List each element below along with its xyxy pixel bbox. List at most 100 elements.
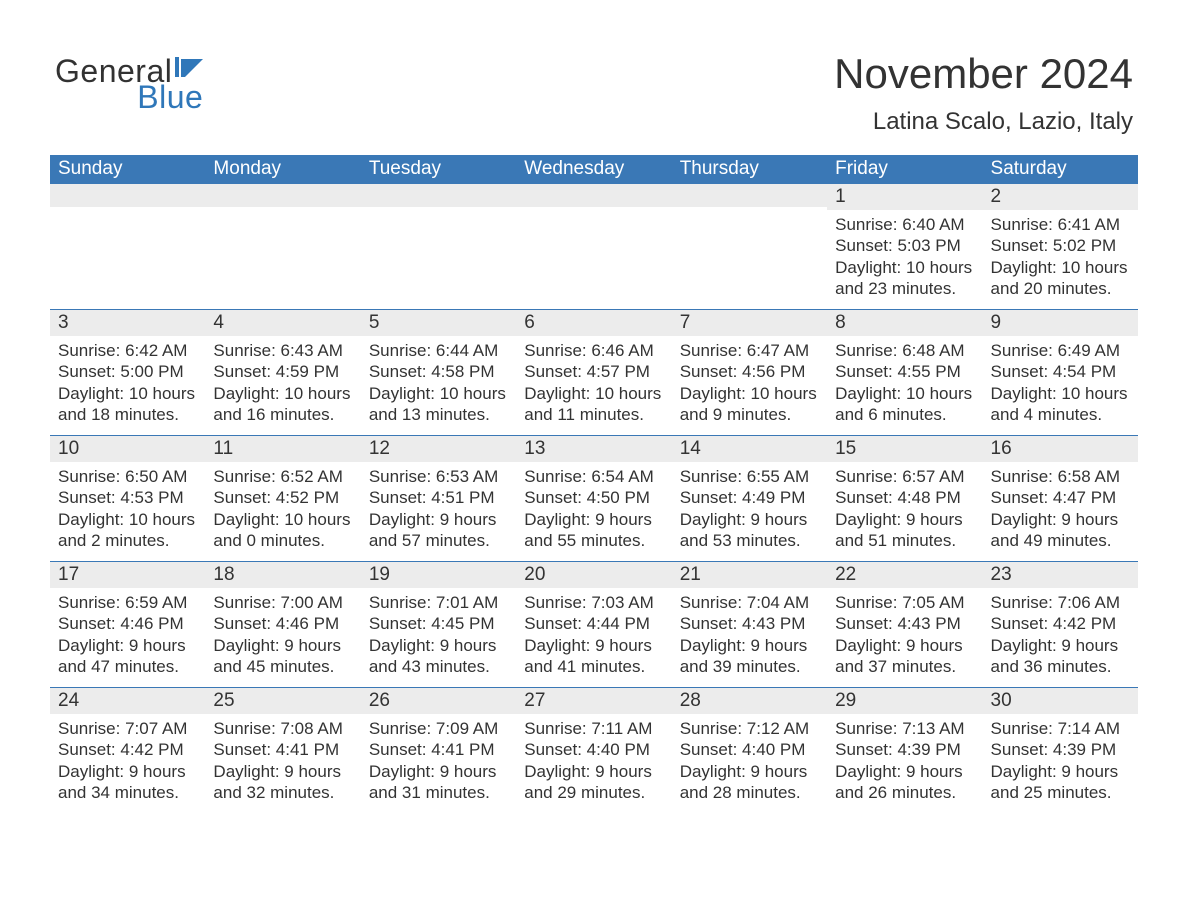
day-number: 4: [205, 310, 360, 336]
day-cell: [361, 184, 516, 309]
daylight-line: Daylight: 9 hours and 34 minutes.: [58, 761, 197, 804]
day-cell: 17Sunrise: 6:59 AMSunset: 4:46 PMDayligh…: [50, 562, 205, 687]
sunrise-line: Sunrise: 7:05 AM: [835, 592, 974, 613]
sunset-line: Sunset: 4:46 PM: [58, 613, 197, 634]
daylight-line: Daylight: 9 hours and 29 minutes.: [524, 761, 663, 804]
sunset-line: Sunset: 4:50 PM: [524, 487, 663, 508]
sunset-line: Sunset: 4:42 PM: [991, 613, 1130, 634]
weeks-container: 1Sunrise: 6:40 AMSunset: 5:03 PMDaylight…: [50, 184, 1138, 813]
day-number: 20: [516, 562, 671, 588]
weekday-header: Saturday: [983, 155, 1138, 184]
day-cell: 20Sunrise: 7:03 AMSunset: 4:44 PMDayligh…: [516, 562, 671, 687]
day-cell: 13Sunrise: 6:54 AMSunset: 4:50 PMDayligh…: [516, 436, 671, 561]
month-title: November 2024: [834, 50, 1133, 98]
day-number: 27: [516, 688, 671, 714]
day-cell: 19Sunrise: 7:01 AMSunset: 4:45 PMDayligh…: [361, 562, 516, 687]
day-number: 11: [205, 436, 360, 462]
sunrise-line: Sunrise: 6:47 AM: [680, 340, 819, 361]
day-number: 23: [983, 562, 1138, 588]
day-details: Sunrise: 7:05 AMSunset: 4:43 PMDaylight:…: [827, 588, 982, 677]
sunrise-line: Sunrise: 6:49 AM: [991, 340, 1130, 361]
day-number: [672, 184, 827, 207]
day-cell: 6Sunrise: 6:46 AMSunset: 4:57 PMDaylight…: [516, 310, 671, 435]
calendar-page: General Blue November 2024 Latina Scalo,…: [0, 0, 1188, 918]
daylight-line: Daylight: 10 hours and 4 minutes.: [991, 383, 1130, 426]
daylight-line: Daylight: 9 hours and 53 minutes.: [680, 509, 819, 552]
day-cell: 26Sunrise: 7:09 AMSunset: 4:41 PMDayligh…: [361, 688, 516, 813]
daylight-line: Daylight: 9 hours and 28 minutes.: [680, 761, 819, 804]
sunset-line: Sunset: 4:58 PM: [369, 361, 508, 382]
day-cell: 23 Sunrise: 7:06 AMSunset: 4:42 PMDayligh…: [983, 562, 1138, 687]
weekday-header: Friday: [827, 155, 982, 184]
sunset-line: Sunset: 4:49 PM: [680, 487, 819, 508]
day-details: Sunrise: 7:11 AMSunset: 4:40 PMDaylight:…: [516, 714, 671, 803]
day-details: Sunrise: 7:09 AMSunset: 4:41 PMDaylight:…: [361, 714, 516, 803]
sunrise-line: Sunrise: 7:09 AM: [369, 718, 508, 739]
day-cell: [672, 184, 827, 309]
day-number: 30: [983, 688, 1138, 714]
weekday-header: Tuesday: [361, 155, 516, 184]
daylight-line: Daylight: 9 hours and 36 minutes.: [991, 635, 1130, 678]
sunrise-line: Sunrise: 7:06 AM: [991, 592, 1130, 613]
daylight-line: Daylight: 9 hours and 32 minutes.: [213, 761, 352, 804]
day-number: 24: [50, 688, 205, 714]
sunrise-line: Sunrise: 6:58 AM: [991, 466, 1130, 487]
day-cell: 9Sunrise: 6:49 AMSunset: 4:54 PMDaylight…: [983, 310, 1138, 435]
sunset-line: Sunset: 5:00 PM: [58, 361, 197, 382]
location-subtitle: Latina Scalo, Lazio, Italy: [834, 108, 1133, 136]
day-details: Sunrise: 6:46 AMSunset: 4:57 PMDaylight:…: [516, 336, 671, 425]
daylight-line: Daylight: 9 hours and 47 minutes.: [58, 635, 197, 678]
daylight-line: Daylight: 10 hours and 18 minutes.: [58, 383, 197, 426]
sunset-line: Sunset: 4:52 PM: [213, 487, 352, 508]
day-number: 13: [516, 436, 671, 462]
day-details: Sunrise: 7:03 AMSunset: 4:44 PMDaylight:…: [516, 588, 671, 677]
day-number: 22: [827, 562, 982, 588]
sunrise-line: Sunrise: 7:13 AM: [835, 718, 974, 739]
sunset-line: Sunset: 4:40 PM: [524, 739, 663, 760]
day-details: Sunrise: 6:52 AMSunset: 4:52 PMDaylight:…: [205, 462, 360, 551]
sunrise-line: Sunrise: 6:40 AM: [835, 214, 974, 235]
day-details: Sunrise: 7:13 AMSunset: 4:39 PMDaylight:…: [827, 714, 982, 803]
sunset-line: Sunset: 4:39 PM: [835, 739, 974, 760]
day-details: Sunrise: 7:08 AMSunset: 4:41 PMDaylight:…: [205, 714, 360, 803]
day-number: 18: [205, 562, 360, 588]
sunrise-line: Sunrise: 6:53 AM: [369, 466, 508, 487]
sunset-line: Sunset: 4:51 PM: [369, 487, 508, 508]
sunrise-line: Sunrise: 6:50 AM: [58, 466, 197, 487]
flag-icon: [175, 57, 203, 81]
day-details: Sunrise: 7:00 AMSunset: 4:46 PMDaylight:…: [205, 588, 360, 677]
daylight-line: Daylight: 9 hours and 31 minutes.: [369, 761, 508, 804]
day-number: 28: [672, 688, 827, 714]
daylight-line: Daylight: 10 hours and 16 minutes.: [213, 383, 352, 426]
sunset-line: Sunset: 4:41 PM: [213, 739, 352, 760]
daylight-line: Daylight: 9 hours and 25 minutes.: [991, 761, 1130, 804]
day-details: Sunrise: 6:59 AMSunset: 4:46 PMDaylight:…: [50, 588, 205, 677]
sunrise-line: Sunrise: 7:00 AM: [213, 592, 352, 613]
sunset-line: Sunset: 4:57 PM: [524, 361, 663, 382]
sunset-line: Sunset: 4:43 PM: [835, 613, 974, 634]
day-cell: 10Sunrise: 6:50 AMSunset: 4:53 PMDayligh…: [50, 436, 205, 561]
daylight-line: Daylight: 10 hours and 2 minutes.: [58, 509, 197, 552]
week-row: 1Sunrise: 6:40 AMSunset: 5:03 PMDaylight…: [50, 184, 1138, 309]
sunrise-line: Sunrise: 7:12 AM: [680, 718, 819, 739]
day-number: 12: [361, 436, 516, 462]
sunset-line: Sunset: 4:46 PM: [213, 613, 352, 634]
sunrise-line: Sunrise: 6:55 AM: [680, 466, 819, 487]
sunrise-line: Sunrise: 6:52 AM: [213, 466, 352, 487]
day-number: 15: [827, 436, 982, 462]
day-number: [516, 184, 671, 207]
day-cell: 1Sunrise: 6:40 AMSunset: 5:03 PMDaylight…: [827, 184, 982, 309]
daylight-line: Daylight: 9 hours and 55 minutes.: [524, 509, 663, 552]
daylight-line: Daylight: 10 hours and 13 minutes.: [369, 383, 508, 426]
weekday-header: Wednesday: [516, 155, 671, 184]
day-number: [361, 184, 516, 207]
day-details: Sunrise: 6:49 AMSunset: 4:54 PMDaylight:…: [983, 336, 1138, 425]
sunset-line: Sunset: 4:55 PM: [835, 361, 974, 382]
daylight-line: Daylight: 9 hours and 49 minutes.: [991, 509, 1130, 552]
day-details: Sunrise: 7:12 AMSunset: 4:40 PMDaylight:…: [672, 714, 827, 803]
day-details: Sunrise: 6:47 AMSunset: 4:56 PMDaylight:…: [672, 336, 827, 425]
day-details: Sunrise: 6:40 AMSunset: 5:03 PMDaylight:…: [827, 210, 982, 299]
daylight-line: Daylight: 10 hours and 20 minutes.: [991, 257, 1130, 300]
sunrise-line: Sunrise: 6:59 AM: [58, 592, 197, 613]
day-cell: 24Sunrise: 7:07 AMSunset: 4:42 PMDayligh…: [50, 688, 205, 813]
